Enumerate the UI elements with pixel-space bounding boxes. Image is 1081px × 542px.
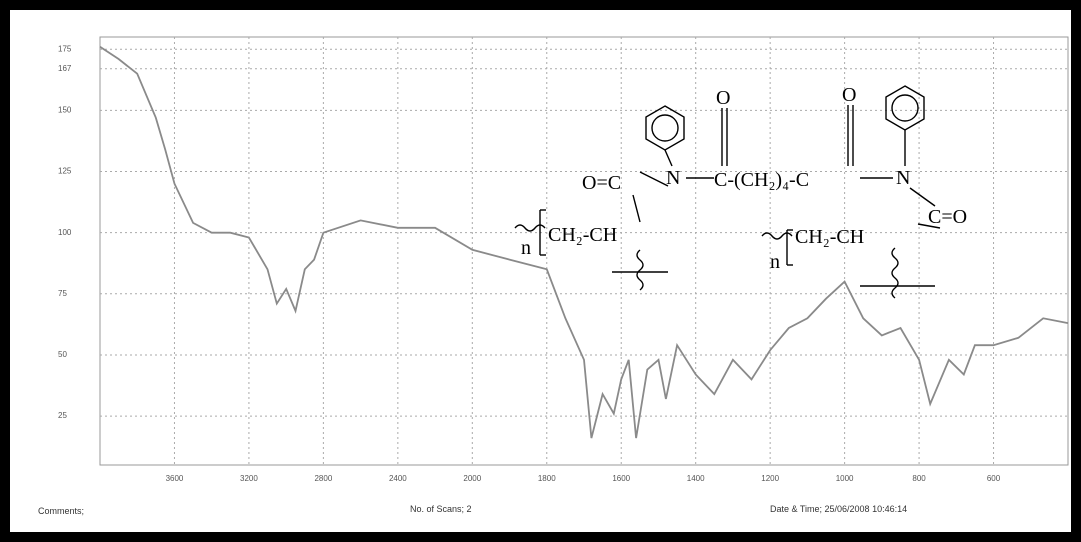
x-tick-label: 1000	[836, 474, 854, 483]
structure-label: C-(CH₂)₄-C	[714, 169, 809, 191]
structure-label: N	[896, 167, 910, 189]
plot-area	[99, 36, 1069, 466]
structure	[514, 85, 941, 299]
wavy-bond	[891, 247, 899, 299]
x-tick-label: 2000	[463, 474, 481, 483]
footer-text: Date & Time; 25/06/2008 10:46:14	[770, 504, 907, 514]
ring-circle	[651, 114, 679, 142]
bond	[639, 171, 669, 187]
x-tick-label: 1600	[612, 474, 630, 483]
y-tick-label: 175	[58, 44, 72, 53]
wavy-bond	[636, 249, 644, 291]
x-tick-label: 600	[987, 474, 1001, 483]
x-tick-label: 3200	[240, 474, 258, 483]
x-tick-label: 3600	[166, 474, 184, 483]
structure-label: O=C	[582, 172, 621, 194]
y-tick-label: 50	[58, 350, 67, 359]
spectrum-line	[99, 46, 1069, 439]
wavy-bond	[514, 224, 546, 232]
bond	[909, 187, 936, 207]
structure-label: C=O	[928, 206, 967, 228]
ring-circle	[891, 94, 919, 122]
y-tick-label: 167	[58, 64, 72, 73]
wavy-bond	[761, 232, 793, 240]
x-tick-label: 1800	[538, 474, 556, 483]
structure-label: CH₂-CH	[548, 224, 617, 246]
structure-label: N	[666, 167, 680, 189]
x-tick-label: 2400	[389, 474, 407, 483]
y-tick-label: 100	[58, 228, 72, 237]
x-tick-label: 1200	[761, 474, 779, 483]
y-tick-label: 125	[58, 167, 72, 176]
y-tick-label: 75	[58, 289, 67, 298]
y-tick-label: 25	[58, 411, 67, 420]
bond	[632, 194, 641, 223]
footer-text: Comments;	[38, 506, 84, 516]
structure-label: CH₂-CH	[795, 226, 864, 248]
x-tick-label: 800	[912, 474, 926, 483]
x-tick-label: 2800	[314, 474, 332, 483]
structure-label: n	[521, 237, 531, 259]
bond	[664, 149, 673, 167]
y-tick-label: 150	[58, 105, 72, 114]
structure-label: O	[716, 87, 730, 109]
bond	[917, 223, 941, 229]
structure-label: O	[842, 84, 856, 106]
footer-text: No. of Scans; 2	[410, 504, 472, 514]
x-tick-label: 1400	[687, 474, 705, 483]
structure-label: n	[770, 251, 780, 273]
